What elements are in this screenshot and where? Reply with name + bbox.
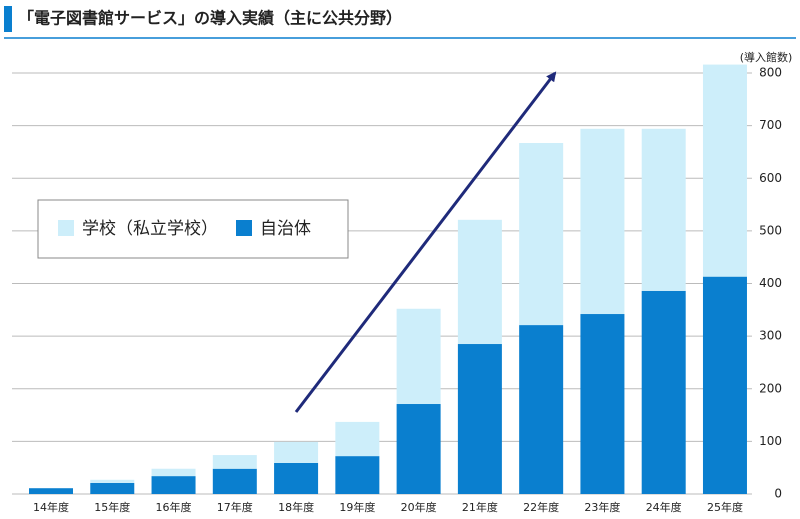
- plot: 0 100 200 300 400 500 600 700 800 14年度 15年度 16年度 17年…: [12, 64, 782, 514]
- bar-segment: [151, 476, 196, 494]
- bar-segment: [335, 421, 380, 457]
- bar-segment: [580, 128, 625, 315]
- legend-label: 自治体: [260, 219, 311, 239]
- legend: 学校（私立学校） 自治体: [58, 219, 311, 239]
- bar-segment: [457, 219, 502, 345]
- bar-segment: [641, 128, 686, 291]
- y-tick-label: 600: [759, 171, 782, 185]
- y-tick-label: 500: [759, 223, 782, 237]
- x-tick-label: 14年度: [33, 500, 69, 514]
- bar-segment: [519, 325, 564, 494]
- title-accent: [4, 6, 12, 32]
- x-tick-label: 23年度: [584, 500, 620, 514]
- legend-swatch: [58, 220, 74, 236]
- y-axis-label: (導入館数): [740, 50, 793, 64]
- legend-box: [37, 199, 349, 259]
- legend-label: 学校（私立学校）: [82, 219, 218, 239]
- bar-segment: [457, 344, 502, 494]
- x-tick-label: 19年度: [339, 500, 375, 514]
- bar-segment: [274, 441, 319, 463]
- bar-segment: [580, 314, 625, 494]
- trend-arrow: [294, 71, 557, 413]
- x-tick-label: 18年度: [278, 500, 314, 514]
- y-tick-label: 200: [759, 381, 782, 395]
- bar-segment: [274, 462, 319, 494]
- x-tick-label: 17年度: [217, 500, 253, 514]
- y-tick-label: 300: [759, 329, 782, 343]
- x-tick-label: 20年度: [401, 500, 437, 514]
- bar-segment: [212, 468, 257, 494]
- bar-segment: [641, 290, 686, 494]
- bar-segment: [151, 468, 196, 477]
- y-tick-label: 400: [759, 276, 782, 290]
- x-tick-label: 15年度: [94, 500, 130, 514]
- bar-segment: [702, 64, 747, 277]
- y-tick-label: 0: [774, 487, 782, 501]
- bar-segment: [396, 308, 441, 405]
- bar-segment: [90, 482, 135, 494]
- bar-segment: [90, 479, 135, 483]
- bar-segment: [29, 488, 73, 494]
- x-tick-label: 22年度: [523, 500, 559, 514]
- x-tick-label: 24年度: [646, 500, 682, 514]
- y-tick-label: 100: [759, 434, 782, 448]
- x-tick-label: 21年度: [462, 500, 498, 514]
- y-tick-label: 700: [759, 118, 782, 132]
- x-tick-label: 16年度: [156, 500, 192, 514]
- x-tick-label: 25年度: [707, 500, 743, 514]
- bar-segment: [702, 276, 747, 494]
- bar-segment: [335, 456, 380, 494]
- legend-swatch: [236, 220, 252, 236]
- bar-segment: [212, 455, 257, 469]
- bar-segment: [396, 404, 441, 494]
- chart-title: 「電子図書館サービス」の導入実績（主に公共分野）: [18, 9, 402, 28]
- y-tick-label: 800: [759, 66, 782, 80]
- bar-segment: [519, 142, 564, 326]
